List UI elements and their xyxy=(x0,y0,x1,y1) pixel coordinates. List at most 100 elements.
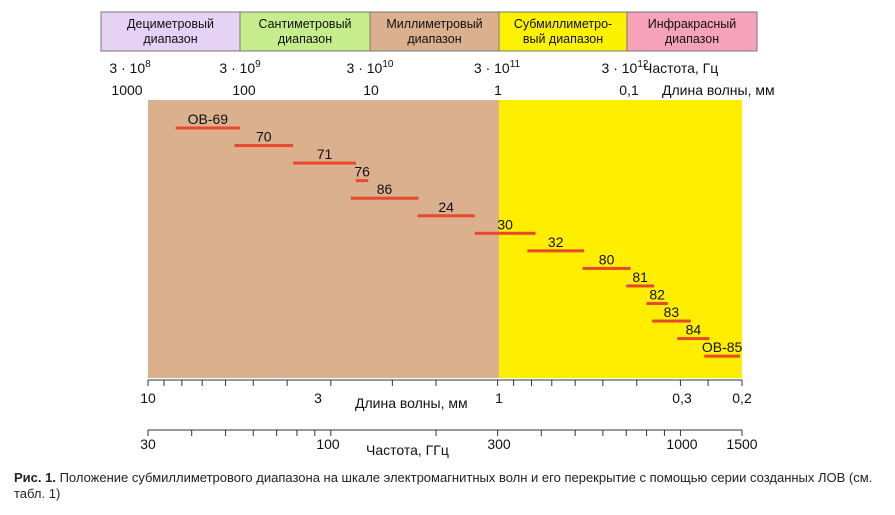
top-frequency-tick: 3 · 1012 xyxy=(602,59,649,76)
wavelength-tick-label: 1 xyxy=(495,390,503,406)
tube-label: 80 xyxy=(599,251,615,267)
tube-bar xyxy=(355,179,369,183)
caption-text: Положение субмиллиметрового диапазона на… xyxy=(14,470,873,501)
top-wavelength-tick: 1000 xyxy=(111,82,142,98)
top-scale: 3 · 108 3 · 109 3 · 1010 3 · 1011 3 · 1012 Ч… xyxy=(109,59,774,98)
frequency-tick-label: 1500 xyxy=(726,436,757,452)
tube-bar xyxy=(677,337,710,341)
tube-range: 70 xyxy=(234,129,294,148)
top-wavelength-tick: 100 xyxy=(232,82,256,98)
tube-label: 82 xyxy=(649,287,665,303)
tube-range: 83 xyxy=(652,304,691,323)
band-background xyxy=(239,11,371,52)
band-label-line: вый диапазон xyxy=(523,32,603,46)
tube-range: 81 xyxy=(626,269,654,288)
bottom-frequency-axis: 30 100 300 1000 1500 Частота, ГГц xyxy=(140,429,758,458)
top-frequency-tick: 3 · 109 xyxy=(219,59,261,76)
wavelength-axis-ticks: 10 3 1 0,3 0,2 xyxy=(140,380,752,406)
bottom-wavelength-axis: 10 3 1 0,3 0,2 Длина волны, мм xyxy=(140,379,752,411)
wavelength-tick-label: 0,3 xyxy=(672,390,692,406)
wavelength-axis-label: Длина волны, мм xyxy=(355,395,468,411)
tube-bar xyxy=(704,354,740,358)
tube-bar xyxy=(652,319,691,323)
band-label-line: диапазон xyxy=(143,32,197,46)
tube-bar xyxy=(175,126,241,130)
band-label-line: Сантиметровый xyxy=(258,17,351,31)
top-frequency-tick: 3 · 1011 xyxy=(474,59,521,76)
tick-base: 3 · 10 xyxy=(219,60,255,76)
top-frequency-label: Частота, Гц xyxy=(643,60,718,76)
tube-range: 32 xyxy=(527,234,585,253)
frequency-tick-label: 100 xyxy=(316,436,340,452)
tick-exponent: 11 xyxy=(510,59,521,70)
tube-range: 30 xyxy=(474,216,536,235)
tube-label: 70 xyxy=(256,129,272,145)
tube-range: 82 xyxy=(646,287,668,305)
tube-bar xyxy=(234,144,294,148)
wavelength-tick-label: 10 xyxy=(140,390,156,406)
tick-exponent: 9 xyxy=(255,59,261,70)
band-background xyxy=(369,11,500,52)
tube-range: 24 xyxy=(417,199,475,218)
tube-bar xyxy=(417,214,475,218)
wavelength-tick-label: 3 xyxy=(314,390,322,406)
tube-bar xyxy=(474,231,536,235)
tube-bar xyxy=(293,161,356,165)
submillimeter-region xyxy=(499,100,742,378)
tick-base: 3 · 10 xyxy=(347,60,383,76)
tube-label: 24 xyxy=(438,199,454,215)
band-label-line: Субмиллиметро- xyxy=(514,17,612,31)
tick-exponent: 12 xyxy=(637,59,649,70)
tube-bar xyxy=(527,249,585,253)
tube-label: 86 xyxy=(377,181,393,197)
band-background xyxy=(626,11,758,52)
band-label-line: диапазон xyxy=(665,32,719,46)
tick-base: 3 · 10 xyxy=(474,60,510,76)
tube-bar xyxy=(646,302,668,305)
tube-range: 84 xyxy=(677,322,710,341)
band-label-line: диапазон xyxy=(278,32,332,46)
tube-bar xyxy=(582,266,631,270)
band-cell: Субмиллиметро-вый диапазон xyxy=(498,11,628,52)
figure-caption: Рис. 1. Положение субмиллиметрового диап… xyxy=(14,470,889,502)
tube-label: ОВ-69 xyxy=(188,111,229,127)
tube-label: ОВ-85 xyxy=(702,339,743,355)
tube-range: ОВ-85 xyxy=(702,339,743,358)
tick-exponent: 8 xyxy=(145,59,151,70)
caption-prefix: Рис. 1. xyxy=(14,470,56,485)
tube-label: 84 xyxy=(686,322,702,338)
frequency-tick-label: 1000 xyxy=(666,436,697,452)
tube-label: 32 xyxy=(548,234,564,250)
tick-base: 3 · 10 xyxy=(109,60,145,76)
tube-range: 71 xyxy=(293,146,356,165)
top-wavelength-label: Длина волны, мм xyxy=(662,82,775,98)
frequency-axis-ticks: 30 100 300 1000 1500 xyxy=(140,430,758,452)
tube-label: 76 xyxy=(354,164,370,180)
tick-exponent: 10 xyxy=(382,59,394,70)
tube-range: ОВ-69 xyxy=(175,111,241,130)
band-label-line: диапазон xyxy=(407,32,461,46)
tube-label: 83 xyxy=(664,304,680,320)
tube-label: 30 xyxy=(497,216,513,232)
frequency-axis-label: Частота, ГГц xyxy=(366,442,449,458)
tube-bar xyxy=(350,196,419,200)
tube-range: 76 xyxy=(354,164,370,183)
tube-label: 81 xyxy=(632,269,648,285)
band-background xyxy=(100,11,241,52)
band-strip: ДециметровыйдиапазонСантиметровыйдиапазо… xyxy=(100,11,758,52)
tube-bar xyxy=(626,284,654,288)
frequency-tick-label: 30 xyxy=(140,436,156,452)
top-frequency-tick: 3 · 108 xyxy=(109,59,151,76)
top-frequency-tick: 3 · 1010 xyxy=(347,59,394,76)
top-frequency-ticks: 3 · 108 3 · 109 3 · 1010 3 · 1011 3 · 1012 xyxy=(109,59,649,76)
band-label-line: Миллиметровый xyxy=(386,17,482,31)
band-label-line: Дециметровый xyxy=(127,17,214,31)
wavelength-tick-label: 0,2 xyxy=(732,390,752,406)
tick-base: 3 · 10 xyxy=(602,60,638,76)
